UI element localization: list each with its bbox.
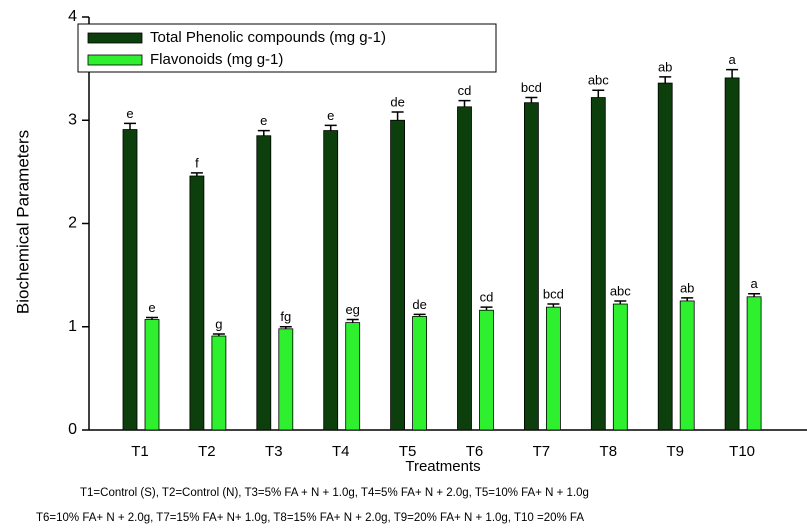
legend-label: Total Phenolic compounds (mg g-1) [150, 29, 386, 46]
error-bar [525, 96, 538, 103]
significance-letter: bcd [521, 80, 542, 95]
error-bar [480, 306, 493, 311]
significance-letter: cd [458, 83, 472, 98]
error-bar [124, 122, 136, 130]
bar [657, 82, 673, 431]
bar [746, 296, 762, 431]
bar [345, 322, 361, 431]
error-bar [146, 316, 158, 320]
bar [256, 135, 272, 431]
bar [724, 77, 740, 431]
bar [479, 309, 494, 431]
bar [590, 97, 606, 431]
significance-letter: bcd [543, 286, 564, 301]
error-bar [257, 129, 270, 136]
bar [189, 175, 205, 431]
footnote: T1=Control (S), T2=Control (N), T3=5% FA… [80, 487, 589, 499]
significance-letter: g [215, 316, 222, 331]
x-tick-label: T9 [666, 443, 684, 460]
error-bar [748, 292, 761, 297]
x-tick-label: T4 [332, 443, 350, 460]
error-bar [212, 333, 225, 337]
significance-letter: cd [480, 290, 494, 305]
significance-letter: e [126, 106, 133, 121]
x-tick-label: T6 [466, 443, 484, 460]
error-bar [659, 76, 672, 84]
significance-letter: f [195, 155, 199, 170]
significance-letter: a [750, 276, 758, 291]
error-bar [681, 297, 694, 301]
significance-letter: de [390, 94, 404, 109]
significance-letter: abc [610, 283, 631, 298]
legend-label: Flavonoids (mg g-1) [150, 51, 283, 68]
significance-letter: e [260, 113, 267, 128]
x-tick-label: T3 [265, 443, 283, 460]
bar [122, 129, 138, 431]
x-tick-label: T10 [729, 443, 755, 460]
significance-letter: de [412, 297, 426, 312]
y-tick-label: 2 [68, 215, 77, 232]
footnote: T6=10% FA+ N + 2.0g, T7=15% FA+ N+ 1.0g,… [36, 512, 584, 524]
legend [77, 23, 497, 73]
significance-letter: fg [280, 309, 291, 324]
error-bar [346, 318, 359, 323]
y-axis-label: Biochemical Parameters [13, 130, 32, 314]
error-bar [726, 68, 739, 78]
significance-letter: eg [345, 302, 359, 317]
legend-swatch [87, 32, 143, 44]
y-tick-label: 3 [68, 111, 77, 128]
error-bar [592, 89, 605, 98]
bar [612, 303, 628, 431]
error-bar [458, 99, 471, 107]
x-axis-label: Treatments [405, 458, 480, 475]
bar [211, 335, 227, 431]
bar [457, 106, 472, 431]
bar [144, 319, 160, 431]
bar [323, 130, 339, 431]
x-tick-label: T2 [198, 443, 216, 460]
bar [390, 119, 406, 431]
significance-letter: ab [680, 280, 694, 295]
legend-swatch [87, 54, 143, 66]
x-tick-label: T1 [131, 443, 149, 460]
error-bar [413, 313, 426, 317]
y-tick-label: 1 [68, 318, 77, 335]
bar [412, 316, 428, 431]
x-tick-label: T8 [600, 443, 618, 460]
significance-letter: ab [658, 59, 672, 74]
y-tick-label: 4 [68, 8, 77, 25]
error-bar [614, 300, 627, 305]
x-tick-label: T5 [399, 443, 417, 460]
error-bar [547, 303, 560, 308]
significance-letter: abc [588, 73, 609, 88]
significance-letter: a [728, 52, 736, 67]
significance-letter: e [327, 108, 334, 123]
x-tick-label: T7 [533, 443, 551, 460]
significance-letter: e [148, 300, 155, 315]
bar [278, 328, 294, 431]
y-tick-label: 0 [68, 421, 77, 438]
error-bar [324, 124, 337, 131]
error-bar [391, 111, 404, 121]
error-bar [279, 326, 292, 329]
error-bar [190, 172, 203, 177]
bar [546, 306, 561, 431]
bar [679, 300, 695, 431]
bar [524, 102, 539, 431]
